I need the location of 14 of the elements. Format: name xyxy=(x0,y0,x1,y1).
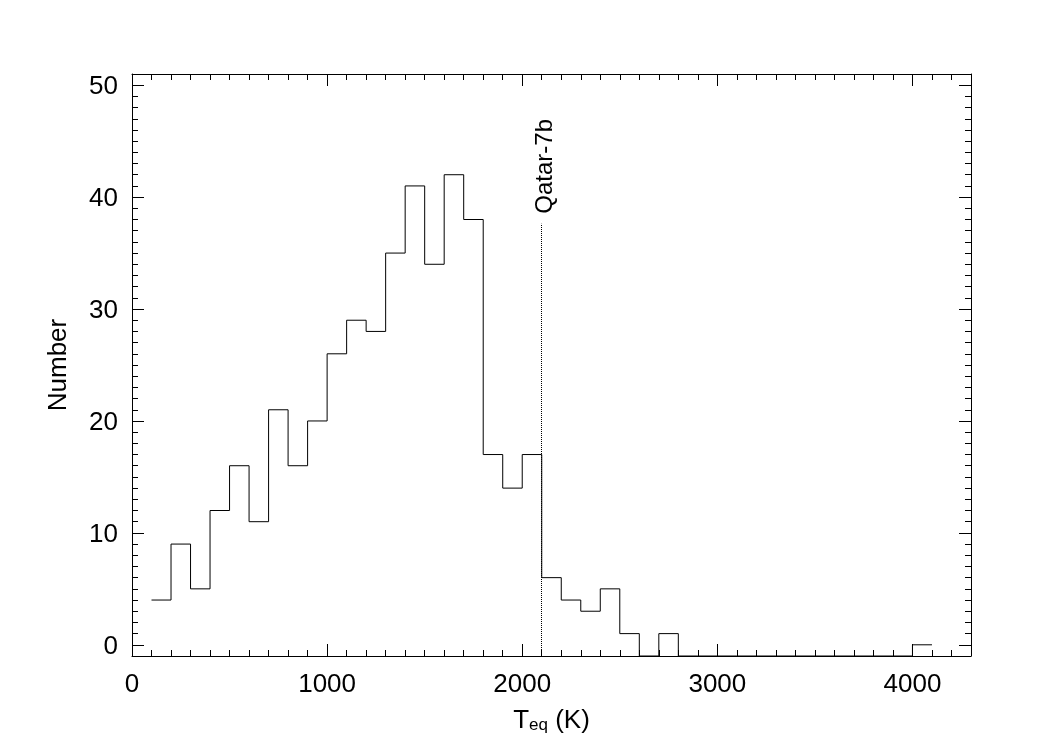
y-tick-label: 20 xyxy=(89,405,118,436)
y-tick-label: 50 xyxy=(89,70,118,101)
y-tick-label: 10 xyxy=(89,517,118,548)
y-axis-title: Number xyxy=(42,318,72,412)
x-tick-label: 4000 xyxy=(883,668,942,698)
x-tick-label: 2000 xyxy=(493,668,552,698)
ref-line-label: Qatar-7b xyxy=(530,118,558,214)
x-tick-label: 0 xyxy=(124,668,140,698)
x-tick-label: 1000 xyxy=(298,668,357,698)
x-tick-label: 3000 xyxy=(688,668,747,698)
x-axis-title: Teq (K) xyxy=(513,703,590,734)
y-tick-label: 40 xyxy=(89,182,118,213)
y-tick-label: 30 xyxy=(89,294,118,325)
y-tick-label: 0 xyxy=(103,629,118,660)
